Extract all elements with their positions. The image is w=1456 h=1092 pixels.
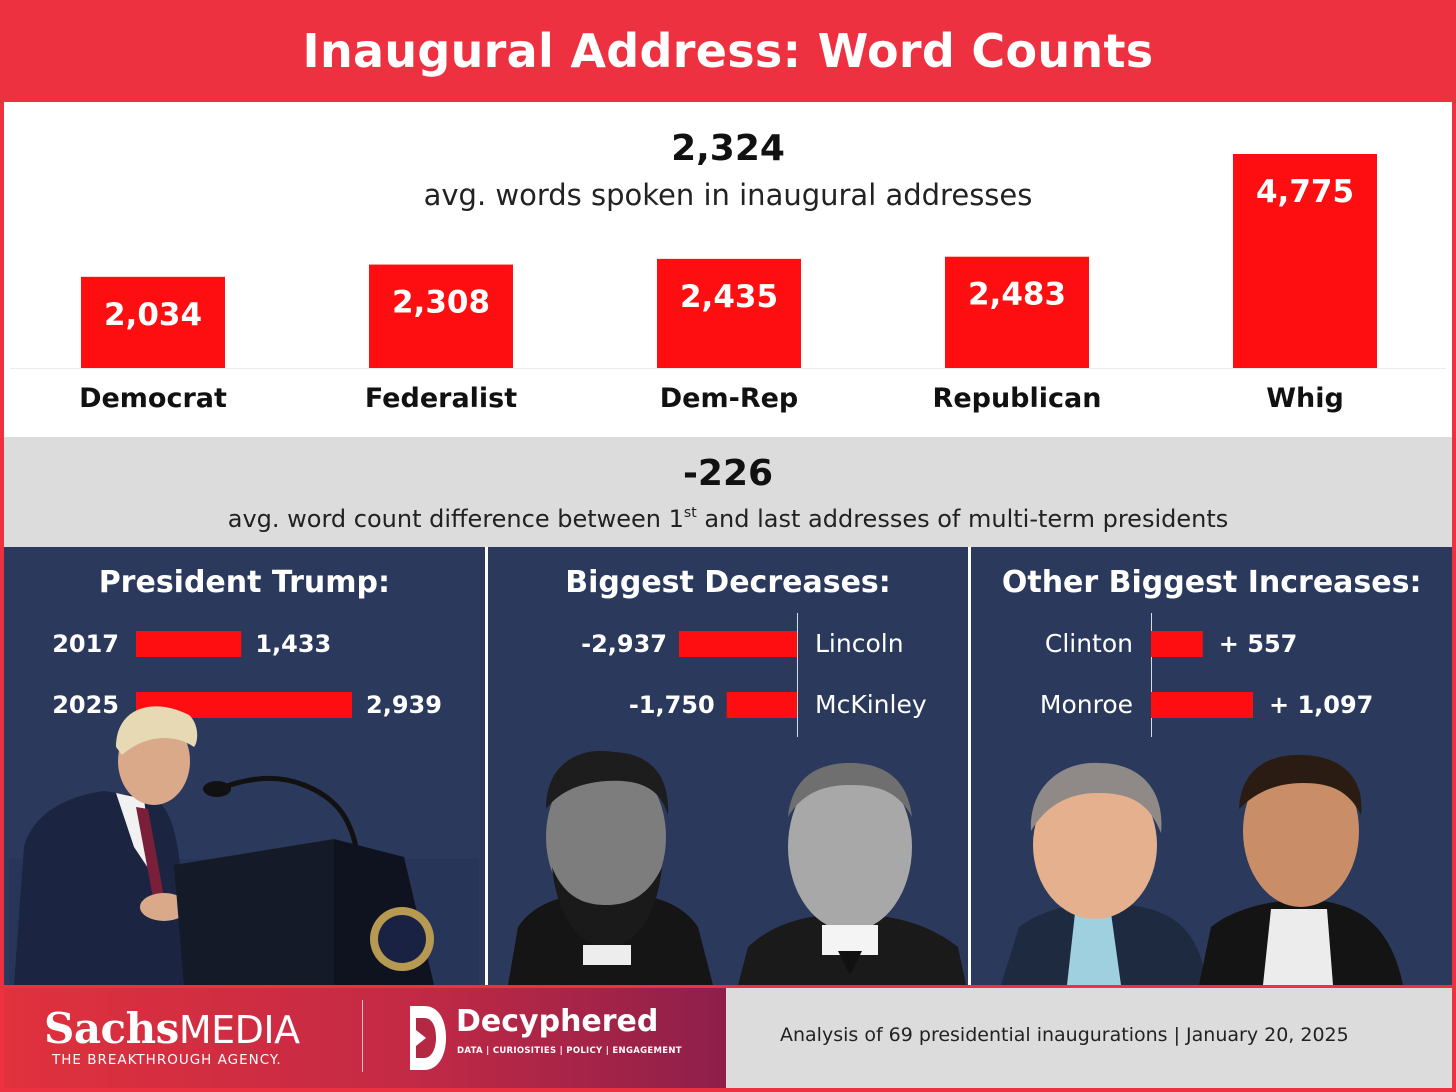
- diff-value: -226: [682, 453, 774, 494]
- increase-bar: [1151, 692, 1254, 718]
- party-category-label: Whig: [1266, 383, 1344, 414]
- trump-year-label: 2025: [52, 691, 119, 719]
- decrease-bar: [678, 631, 797, 657]
- decreases-panel-title: Biggest Decreases:: [565, 565, 891, 600]
- diff-caption-after: and last addresses of multi-term preside…: [696, 505, 1229, 533]
- increase-bar: [1151, 631, 1204, 657]
- trump-value-label: 1,433: [255, 630, 331, 658]
- trump-photo: [9, 706, 479, 985]
- party-bar-value-label: 2,435: [680, 279, 778, 315]
- party-category-label: Republican: [933, 383, 1102, 414]
- source-note: Analysis of 69 presidential inauguration…: [780, 1024, 1349, 1046]
- party-bar-value-label: 4,775: [1256, 174, 1354, 210]
- trump-panel-title: President Trump:: [98, 565, 390, 600]
- sachs-tagline: THE BREAKTHROUGH AGENCY.: [52, 1052, 282, 1068]
- diff-caption-sup: st: [683, 505, 697, 521]
- decreases-panel: Biggest Decreases: -2,937 Lincoln -1,750 Mc…: [487, 547, 969, 985]
- increase-name-label: Clinton: [1045, 629, 1133, 658]
- avg-words-caption: avg. words spoken in inaugural addresses: [423, 178, 1033, 212]
- footer: SachsMEDIA THE BREAKTHROUGH AGENCY. Decy…: [4, 988, 1452, 1088]
- party-bar: [1233, 154, 1377, 368]
- comparison-panels: President Trump: 2017 1,433 2025 2,939: [4, 547, 1453, 985]
- lincoln-mckinley-photo: [507, 750, 966, 985]
- party-bar-value-label: 2,483: [968, 277, 1066, 313]
- trump-value-label: 2,939: [366, 691, 442, 719]
- party-bar: [945, 256, 1089, 368]
- difference-panel: -226 avg. word count difference between …: [4, 437, 1452, 547]
- party-category-label: Federalist: [365, 383, 517, 414]
- party-category-label: Dem-Rep: [660, 383, 799, 414]
- increase-name-label: Monroe: [1040, 690, 1133, 719]
- diff-caption-before: avg. word count difference between 1: [227, 505, 684, 533]
- decrease-bar: [726, 692, 797, 718]
- decreases-bar-chart: -2,937 Lincoln -1,750 McKinley: [581, 613, 927, 737]
- decyphered-logo-icon: [410, 1006, 446, 1070]
- decrease-value-label: -1,750: [628, 691, 714, 719]
- party-bar-value-label: 2,308: [392, 285, 490, 321]
- sachs-logo-word: Sachs: [44, 1004, 179, 1053]
- party-bar-value-label: 2,034: [104, 297, 202, 333]
- increases-bar-chart: Clinton + 557 Monroe + 1,097: [1040, 613, 1374, 737]
- increase-value-label: + 557: [1219, 630, 1298, 658]
- increase-value-label: + 1,097: [1269, 691, 1373, 719]
- footer-divider: [362, 1000, 363, 1072]
- increases-panel-title: Other Biggest Increases:: [1001, 565, 1422, 600]
- avg-words-value: 2,324: [671, 128, 785, 169]
- party-category-label: Democrat: [79, 383, 227, 414]
- media-logo-word: MEDIA: [178, 1008, 300, 1052]
- decrease-name-label: McKinley: [815, 690, 927, 719]
- party-bar: [657, 258, 801, 368]
- party-bar: [369, 264, 513, 368]
- clinton-monroe-photo: [1001, 754, 1404, 985]
- trump-year-label: 2017: [52, 630, 119, 658]
- decyphered-subtitle: DATA | CURIOSITIES | POLICY | ENGAGEMENT: [457, 1046, 682, 1056]
- footer-brand-strip: SachsMEDIA THE BREAKTHROUGH AGENCY. Decy…: [4, 988, 726, 1088]
- party-bar-chart: 2,034 Democrat 2,308 Federalist 2,435 Dem-Rep…: [10, 154, 1446, 414]
- page-title: Inaugural Address: Word Counts: [0, 0, 1456, 102]
- party-panel: 2,324 avg. words spoken in inaugural add…: [4, 102, 1452, 437]
- decrease-value-label: -2,937: [581, 630, 667, 658]
- decyphered-logo-text: Decyphered: [456, 1004, 659, 1039]
- sachs-media-logo: SachsMEDIA: [44, 1004, 300, 1053]
- trump-bar: [136, 631, 242, 657]
- party-bar: [81, 276, 225, 368]
- increases-panel: Other Biggest Increases: Clinton + 557 Mon…: [971, 547, 1453, 985]
- trump-panel: President Trump: 2017 1,433 2025 2,939: [4, 547, 485, 985]
- decrease-name-label: Lincoln: [815, 629, 904, 658]
- diff-caption: avg. word count difference between 1st a…: [4, 505, 1452, 533]
